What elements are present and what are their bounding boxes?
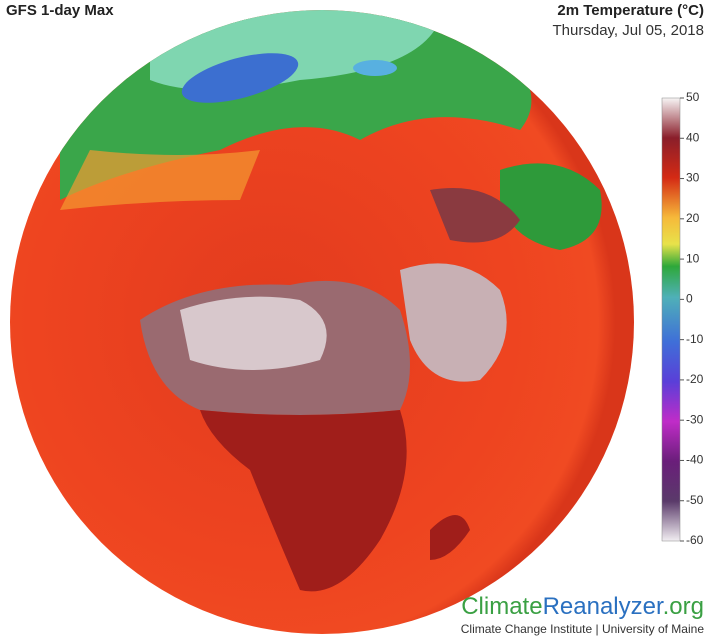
tick-label: -40 xyxy=(686,453,704,467)
tick-label: -50 xyxy=(686,493,704,507)
colorbar-ticks: 50 40 30 20 10 0 -10 -20 -30 -40 -50 -60 xyxy=(680,90,704,547)
title: GFS 1-day Max xyxy=(6,2,114,19)
tick-label: -60 xyxy=(686,533,704,547)
tick-label: -10 xyxy=(686,332,704,346)
tick-label: 50 xyxy=(686,90,700,104)
globe xyxy=(10,10,634,634)
credit: Climate Change Institute | University of… xyxy=(461,622,705,636)
tick-label: -20 xyxy=(686,372,704,386)
tick-label: 30 xyxy=(686,171,700,185)
tick-label: 0 xyxy=(686,292,693,306)
tick-label: -30 xyxy=(686,412,704,426)
date: Thursday, Jul 05, 2018 xyxy=(553,22,704,39)
colorbar xyxy=(661,97,681,542)
tick-label: 40 xyxy=(686,130,700,144)
tick-label: 10 xyxy=(686,251,700,265)
tick-label: 20 xyxy=(686,211,700,225)
variable: 2m Temperature (°C) xyxy=(557,2,704,19)
logo: ClimateReanalyzer.org xyxy=(461,593,704,620)
